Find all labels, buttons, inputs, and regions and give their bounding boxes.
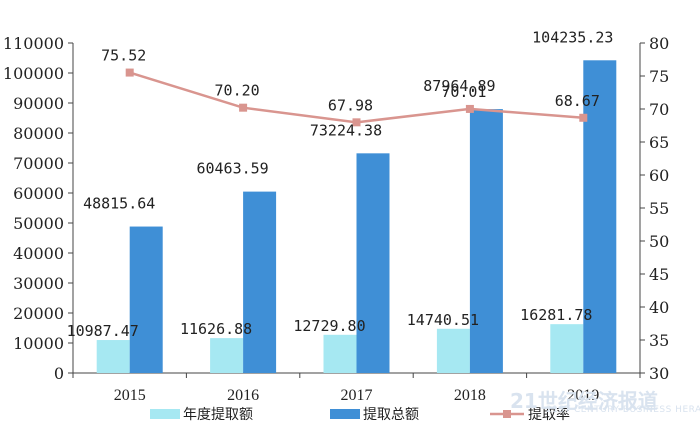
x-tick-label: 2018 — [454, 387, 486, 404]
data-label-total: 48815.64 — [83, 195, 155, 213]
y-right-tick-label: 40 — [649, 298, 669, 317]
watermark-text: 21世纪经济报道 — [510, 389, 658, 413]
y-right-tick-label: 45 — [649, 265, 669, 284]
rate-line — [125, 68, 588, 127]
data-label-rate: 75.52 — [101, 47, 146, 65]
data-label-rate: 70.01 — [441, 83, 486, 101]
legend: 年度提取额 提取总额 提取率 — [150, 406, 570, 423]
bar-total-withdrawal — [583, 60, 617, 373]
data-labels: 10987.47 11626.88 12729.80 14740.51 16281.78… — [67, 28, 614, 340]
data-label-total: 60463.59 — [196, 160, 268, 178]
y-right-tick-label: 80 — [649, 34, 669, 53]
legend-swatch — [150, 409, 180, 419]
bar-annual-withdrawal — [323, 334, 357, 373]
x-tick-label: 2016 — [227, 387, 259, 404]
y-left-tick-label: 70000 — [13, 154, 64, 173]
legend-swatch — [330, 409, 360, 419]
rate-point — [239, 103, 248, 112]
watermark: 21世纪经济报道 21ST CENTURY BUSINESS HERALD — [510, 389, 700, 415]
y-right-tick-label: 50 — [649, 232, 669, 251]
data-label-rate: 68.67 — [555, 92, 600, 110]
bars — [96, 60, 617, 373]
rate-point — [465, 104, 474, 113]
legend-label: 提取总额 — [363, 407, 419, 423]
bar-total-withdrawal — [129, 226, 163, 373]
rate-point — [352, 118, 361, 127]
y-right-tick-label: 55 — [649, 199, 669, 218]
rate-point — [579, 113, 588, 122]
data-label-total: 73224.38 — [310, 121, 382, 139]
bar-total-withdrawal — [243, 191, 277, 373]
y-left-tick-label: 50000 — [13, 214, 64, 233]
y-right-tick-label: 65 — [649, 133, 669, 152]
x-tick-label: 2017 — [341, 387, 373, 404]
y-left-tick-label: 80000 — [13, 124, 64, 143]
y-left-tick-label: 10000 — [13, 334, 64, 353]
data-label-annual: 11626.88 — [180, 320, 252, 338]
tick-labels: 0 10000 20000 30000 40000 50000 60000 70000 8000… — [3, 34, 669, 404]
bar-annual-withdrawal — [436, 328, 470, 373]
x-tick-label: 2019 — [567, 387, 599, 404]
legend-label: 提取率 — [528, 406, 570, 423]
data-label-total: 104235.23 — [532, 28, 613, 46]
bar-total-withdrawal — [469, 109, 503, 373]
legend-marker — [503, 410, 511, 418]
y-left-tick-label: 30000 — [13, 274, 64, 293]
rate-point — [125, 68, 134, 77]
legend-label: 年度提取额 — [183, 407, 253, 423]
y-left-tick-label: 0 — [54, 364, 64, 383]
data-label-annual: 16281.78 — [520, 306, 592, 324]
watermark-subtext: 21ST CENTURY BUSINESS HERALD — [546, 405, 700, 415]
y-right-tick-label: 30 — [649, 364, 669, 383]
y-left-tick-label: 20000 — [13, 304, 64, 323]
bar-annual-withdrawal — [96, 340, 130, 373]
x-tick-label: 2015 — [114, 387, 146, 404]
y-left-tick-label: 110000 — [3, 34, 64, 53]
y-right-tick-label: 35 — [649, 331, 669, 350]
data-label-rate: 67.98 — [328, 96, 373, 114]
y-right-tick-label: 70 — [649, 100, 669, 119]
data-label-total: 87964.89 — [423, 77, 495, 95]
y-left-tick-label: 60000 — [13, 184, 64, 203]
data-label-rate: 70.20 — [215, 82, 260, 100]
y-left-tick-label: 40000 — [13, 244, 64, 263]
y-left-tick-label: 90000 — [13, 94, 64, 113]
y-right-tick-label: 75 — [649, 67, 669, 86]
bar-total-withdrawal — [356, 153, 390, 373]
y-left-tick-label: 100000 — [3, 64, 64, 83]
data-label-annual: 10987.47 — [67, 322, 139, 340]
bar-annual-withdrawal — [210, 338, 244, 373]
bar-annual-withdrawal — [550, 324, 584, 373]
data-label-annual: 14740.51 — [407, 311, 479, 329]
data-label-annual: 12729.80 — [293, 317, 365, 335]
y-right-tick-label: 60 — [649, 166, 669, 185]
